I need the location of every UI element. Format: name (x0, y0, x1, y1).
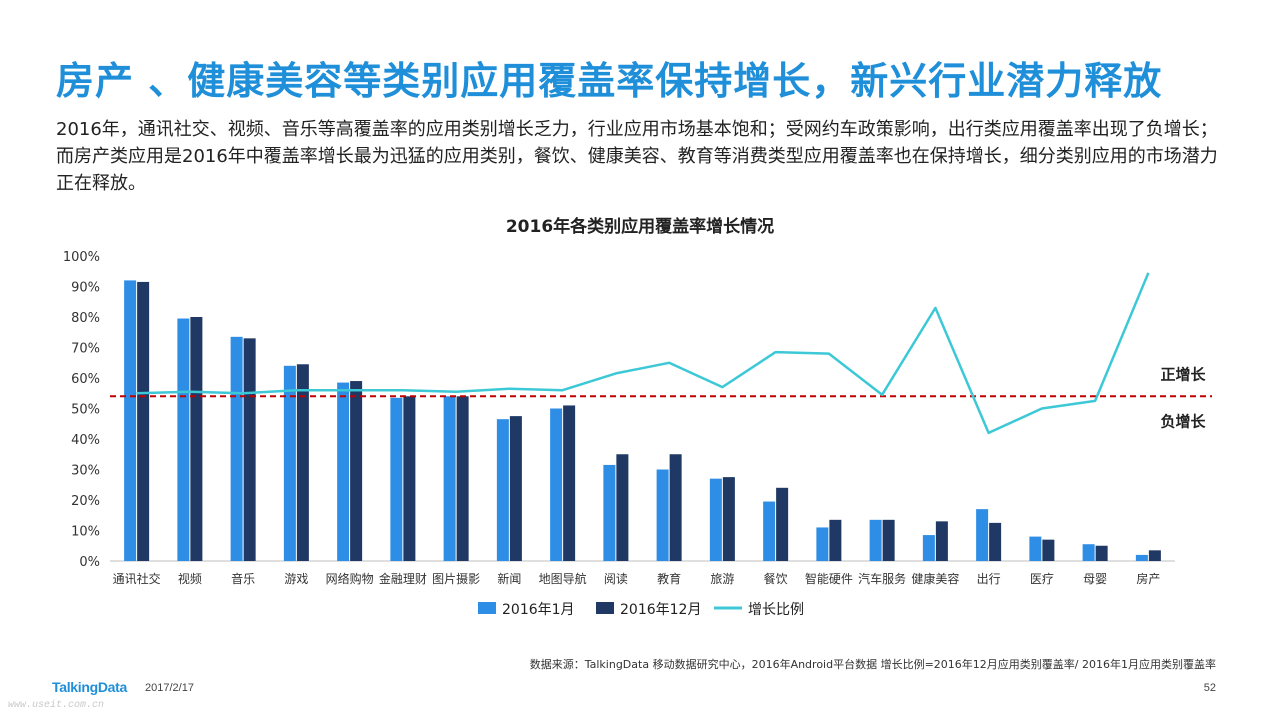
y-tick-label: 80% (71, 311, 100, 326)
chart-title: 2016年各类别应用覆盖率增长情况 (506, 216, 774, 237)
x-tick-label: 汽车服务 (858, 571, 906, 586)
bar-dec (509, 416, 522, 561)
footer-date: 2017/2/17 (145, 682, 194, 694)
y-tick-label: 0% (79, 555, 100, 570)
bar-jan (656, 469, 669, 561)
negative-growth-label: 负增长 (1160, 412, 1206, 430)
bar-jan (976, 509, 989, 561)
x-tick-label: 教育 (657, 571, 681, 586)
y-tick-label: 10% (71, 525, 100, 540)
bar-dec (829, 519, 842, 561)
x-tick-label: 医疗 (1030, 572, 1054, 586)
x-tick-label: 金融理财 (379, 571, 427, 586)
bar-dec (776, 487, 789, 561)
bar-dec (190, 317, 203, 561)
bar-dec (616, 454, 629, 561)
x-tick-label: 旅游 (710, 572, 734, 586)
bar-jan (177, 318, 190, 561)
x-tick-label: 智能硬件 (805, 571, 853, 586)
x-tick-label: 图片摄影 (432, 571, 480, 586)
y-tick-label: 20% (71, 494, 100, 509)
bar-jan (550, 408, 563, 561)
y-tick-label: 30% (71, 464, 100, 479)
legend-label: 增长比例 (748, 602, 804, 618)
x-tick-label: 阅读 (604, 572, 628, 586)
bar-jan (443, 396, 456, 561)
bar-jan (230, 336, 243, 561)
bar-dec (137, 281, 150, 561)
bar-jan (1082, 544, 1095, 561)
coverage-growth-chart: 2016年各类别应用覆盖率增长情况 0% 10% 20% 30% 40% 50% 60% 70… (63, 216, 1212, 618)
y-tick-label: 50% (71, 403, 100, 418)
y-tick-label: 70% (71, 342, 100, 357)
x-tick-label: 音乐 (231, 571, 255, 586)
x-tick-label: 游戏 (284, 572, 308, 586)
legend: 2016年1月 2016年12月 增长比例 (478, 602, 804, 618)
data-source-note: 数据来源：TalkingData 移动数据研究中心，2016年Android平台… (529, 658, 1216, 671)
bar-dec (350, 381, 363, 561)
bar-jan (337, 382, 350, 561)
bars (124, 280, 1161, 561)
bar-dec (1042, 539, 1055, 561)
x-tick-label: 出行 (977, 572, 1001, 586)
y-tick-label: 40% (71, 433, 100, 448)
bar-jan (816, 527, 829, 561)
bar-dec (882, 519, 895, 561)
x-tick-label: 通讯社交 (113, 571, 161, 586)
slide-title: 房产 、健康美容等类别应用覆盖率保持增长，新兴行业潜力释放 (56, 59, 1163, 103)
bar-dec (1095, 545, 1108, 561)
bar-dec (1148, 550, 1161, 561)
y-tick-label: 100% (63, 250, 100, 265)
bar-dec (722, 477, 735, 561)
x-tick-label: 地图导航 (539, 571, 587, 586)
y-tick-label: 60% (71, 372, 100, 387)
x-tick-label: 餐饮 (764, 571, 788, 586)
legend-label: 2016年12月 (620, 602, 701, 618)
bar-jan (1029, 536, 1042, 561)
bar-jan (603, 464, 616, 561)
bar-jan (496, 419, 509, 561)
x-tick-label: 网络购物 (326, 571, 374, 586)
bar-jan (283, 365, 296, 561)
slide-description: 2016年，通讯社交、视频、音乐等高覆盖率的应用类别增长乏力，行业应用市场基本饱… (56, 119, 1218, 194)
legend-swatch (596, 602, 614, 614)
legend-swatch (478, 602, 496, 614)
bar-jan (922, 535, 935, 561)
bar-jan (1135, 554, 1148, 561)
x-tick-label: 房产 (1136, 571, 1160, 586)
bar-dec (669, 454, 682, 561)
talkingdata-logo: TalkingData (52, 679, 128, 695)
page-number: 52 (1203, 682, 1216, 694)
watermark: www.useit.com.cn (8, 700, 105, 711)
y-tick-label: 90% (71, 281, 100, 296)
x-tick-label: 视频 (178, 571, 202, 586)
bar-dec (989, 522, 1002, 561)
bar-dec (403, 396, 416, 561)
bar-dec (563, 405, 576, 561)
bar-dec (935, 521, 948, 561)
bar-jan (869, 519, 882, 561)
bar-jan (390, 397, 403, 561)
bar-dec (243, 338, 256, 561)
bar-dec (296, 364, 309, 561)
x-tick-label: 新闻 (497, 571, 521, 586)
bar-jan (709, 478, 722, 561)
legend-label: 2016年1月 (502, 602, 575, 618)
bar-jan (763, 501, 776, 561)
x-tick-label: 健康美容 (911, 571, 959, 586)
x-tick-label: 母婴 (1083, 572, 1107, 586)
x-axis: 通讯社交 视频 音乐 游戏 网络购物 金融理财 图片摄影 新闻 地图导航 阅读 教育 旅游 餐饮 智能硬件… (113, 571, 1161, 586)
bar-jan (124, 280, 137, 561)
growth-ratio-line (136, 272, 1150, 435)
growth-line-group (136, 272, 1150, 435)
bar-dec (456, 396, 469, 561)
positive-growth-label: 正增长 (1160, 365, 1206, 383)
